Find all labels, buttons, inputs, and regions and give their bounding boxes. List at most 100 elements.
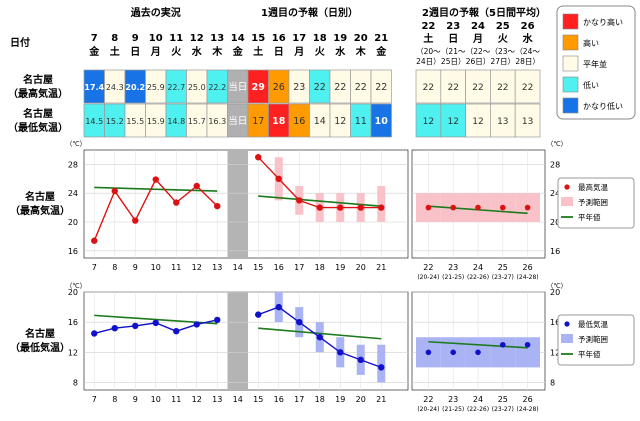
y-tick-label-left: 8 xyxy=(73,378,78,387)
x-tick-label: 8 xyxy=(112,263,117,272)
y-tick-label-left: 16 xyxy=(68,318,78,327)
week2-cell-value: 22 xyxy=(472,83,483,93)
observed-point xyxy=(214,316,221,324)
legend-swatch xyxy=(562,55,579,72)
chart-element-label: （最低気温） xyxy=(10,341,70,354)
week2-range-end: 27日） xyxy=(491,57,516,66)
day-of-week: 日 xyxy=(274,46,284,58)
x-tick-label: 17 xyxy=(294,263,304,272)
x-tick-label: 15 xyxy=(253,263,263,272)
legend-label-series: 最高気温 xyxy=(578,182,608,192)
day-of-week: 月 xyxy=(293,46,304,58)
week2-point xyxy=(425,349,432,356)
observed-point xyxy=(173,328,180,335)
week2-range-end: 25日） xyxy=(441,57,466,66)
cell-value: 22.7 xyxy=(167,83,185,92)
day-of-week: 水 xyxy=(334,45,346,58)
cell-value: 14 xyxy=(314,116,326,127)
y-tick-label-left: 28 xyxy=(68,160,78,169)
week2-x-range-label: (20-24) xyxy=(417,274,439,281)
x-tick-label: 7 xyxy=(92,263,97,272)
cell-value: 29 xyxy=(252,82,265,93)
week2-x-tick-label: 25 xyxy=(498,395,508,404)
observed-point xyxy=(91,330,98,337)
chart-unit-left: （℃） xyxy=(66,282,86,290)
legend-class-label: 高い xyxy=(583,38,599,48)
cell-value: 15.7 xyxy=(188,117,206,126)
week2-cell-value: 12 xyxy=(447,117,458,127)
observed-point xyxy=(91,237,98,244)
week2-point xyxy=(524,204,531,211)
cell-value: 23 xyxy=(293,82,305,93)
cell-value: 20.2 xyxy=(125,83,145,92)
x-tick-label: 16 xyxy=(274,395,284,404)
forecast-point xyxy=(316,204,323,211)
chart-legend-box xyxy=(557,314,635,366)
cell-value: 22 xyxy=(314,82,326,93)
normal-line-week1 xyxy=(258,327,382,340)
cell-value: 22 xyxy=(375,82,387,93)
forecast-point xyxy=(296,197,303,204)
day-of-week: 火 xyxy=(315,46,326,58)
row-city-label: 名古屋 xyxy=(23,73,53,86)
legend-marker-series xyxy=(564,321,570,327)
forecast-range-bar xyxy=(377,344,386,383)
x-tick-label: 10 xyxy=(151,395,161,404)
legend-swatch xyxy=(562,13,579,30)
day-number: 19 xyxy=(333,33,347,44)
week2-x-range-label: (20-24) xyxy=(417,406,439,413)
cell-value: 17.4 xyxy=(84,83,104,92)
forecast-point xyxy=(275,303,282,311)
legend-marker-range xyxy=(561,197,573,206)
week2-x-tick-label: 24 xyxy=(473,263,483,272)
row-element-label: （最高気温） xyxy=(8,87,68,100)
week2-cell-value: 22 xyxy=(423,83,434,93)
day-of-week: 木 xyxy=(211,45,223,58)
today-band xyxy=(227,150,248,258)
x-tick-label: 7 xyxy=(92,395,97,404)
legend-class-label: かなり高い xyxy=(583,17,623,27)
week2-x-tick-label: 26 xyxy=(523,395,533,404)
day-of-week: 金 xyxy=(232,45,244,58)
week2-range-start: （24～ xyxy=(515,47,540,56)
y-tick-label-left: 12 xyxy=(68,348,78,357)
day-number: 12 xyxy=(190,33,204,44)
forecast-point xyxy=(255,311,262,318)
date-row-label: 日付 xyxy=(10,36,30,49)
week2-x-tick-label: 23 xyxy=(448,395,458,404)
week2-x-range-label: (23-27) xyxy=(492,274,514,281)
day-of-week: 金 xyxy=(88,45,100,58)
x-tick-label: 14 xyxy=(233,263,243,272)
legend-swatch xyxy=(562,34,579,51)
legend-label-series: 最低気温 xyxy=(578,319,608,329)
cell-value: 11 xyxy=(355,116,367,127)
day-number: 9 xyxy=(132,33,139,44)
day-of-week: 日 xyxy=(130,46,140,58)
x-tick-label: 10 xyxy=(151,263,161,272)
observed-point xyxy=(111,324,118,332)
week2-cell xyxy=(415,103,442,138)
cell-value: 15.5 xyxy=(126,117,144,126)
chart-max-temp: 名古屋（最高気温） （℃） （℃） 16 16 20 20 24 24 28 28 7 8 9 10 11 12… xyxy=(10,140,635,281)
x-tick-label: 21 xyxy=(376,263,386,272)
week2-point xyxy=(500,204,506,211)
day-number: 14 xyxy=(231,33,245,44)
week2-x-tick-label: 26 xyxy=(523,263,533,272)
week2-cell-value: 12 xyxy=(472,117,483,127)
x-tick-label: 16 xyxy=(274,263,284,272)
week2-x-range-label: (21-25) xyxy=(442,406,464,413)
legend-marker-series xyxy=(564,184,570,190)
x-tick-label: 13 xyxy=(212,263,222,272)
forecast-point xyxy=(357,356,364,364)
x-tick-label: 14 xyxy=(233,395,243,404)
day-number: 18 xyxy=(313,33,327,44)
cell-value: 18 xyxy=(272,116,286,127)
legend-marker-range xyxy=(561,334,573,343)
observed-point xyxy=(193,321,200,328)
week2-cell xyxy=(490,69,516,104)
x-tick-label: 13 xyxy=(212,395,222,404)
chart-city-label: 名古屋 xyxy=(25,327,55,340)
week2-cell xyxy=(490,103,516,138)
forecast-point xyxy=(337,349,344,356)
